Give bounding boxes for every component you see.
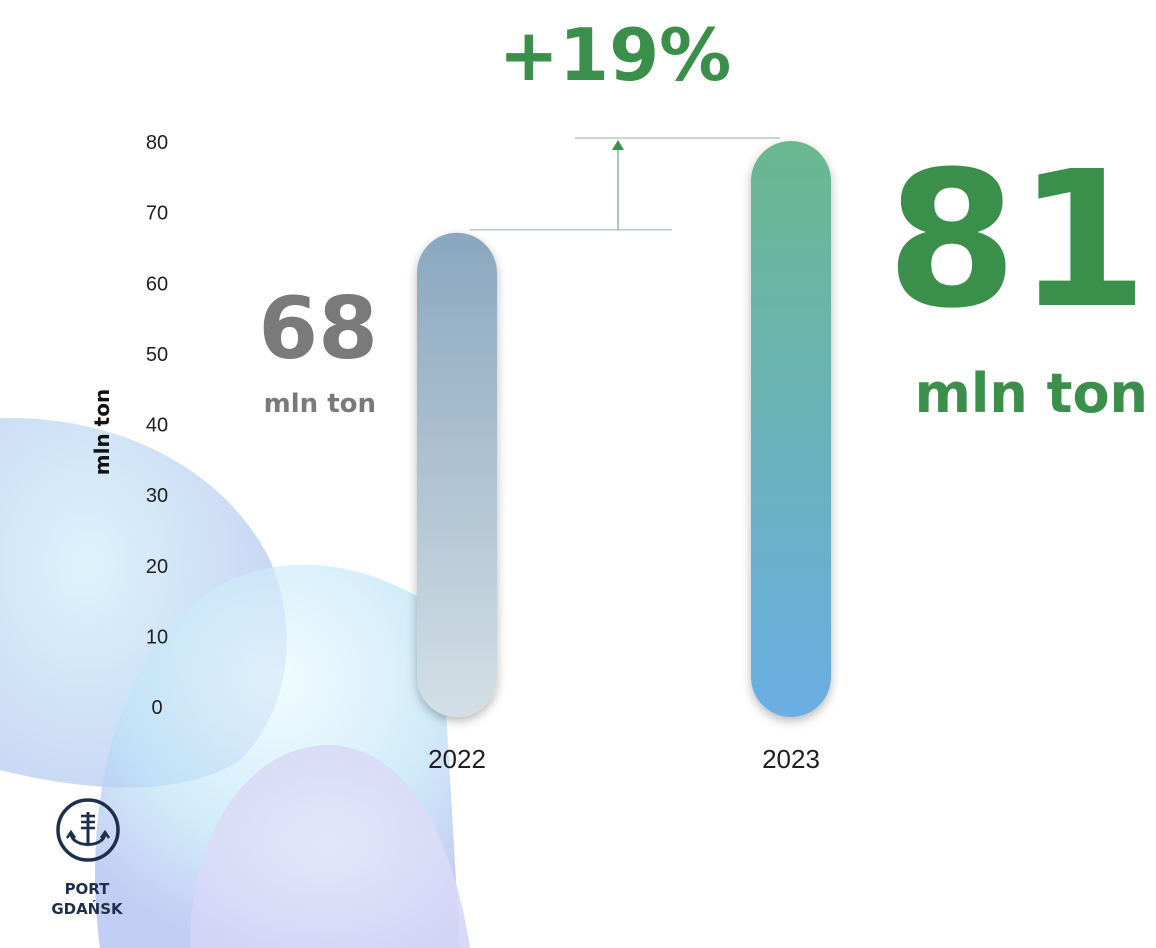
logo-text-port: PORT [65, 880, 111, 898]
x-tick-label: 2023 [762, 744, 820, 774]
data-label-2023-unit: mln ton [915, 362, 1148, 425]
port-gdansk-logo: PORT GDAŃSK [51, 798, 124, 918]
y-tick-label: 0 [151, 697, 162, 719]
y-axis-label: mln ton [90, 389, 114, 475]
data-label-2023-value: 81 [886, 131, 1148, 350]
change-percent-label: +19% [499, 13, 732, 97]
category-labels: 2022 2023 [428, 744, 820, 774]
bars-group [417, 140, 831, 717]
y-tick-label: 80 [146, 132, 168, 154]
bar-2023 [751, 140, 831, 717]
logo-text-gdansk: GDAŃSK [51, 899, 124, 918]
background-decoration [0, 417, 470, 948]
connector-arrow-head [612, 139, 624, 150]
bar-2022 [417, 232, 497, 717]
y-tick-label: 50 [146, 344, 168, 366]
y-tick-label: 70 [146, 203, 168, 225]
y-axis-ticks: 0 10 20 30 40 50 60 70 80 [146, 132, 168, 719]
y-tick-label: 60 [146, 273, 168, 295]
y-tick-label: 10 [146, 626, 168, 648]
y-tick-label: 30 [146, 485, 168, 507]
anchor-icon [56, 798, 120, 862]
data-label-2022-value: 68 [258, 279, 378, 379]
y-tick-label: 20 [146, 556, 168, 578]
y-tick-label: 40 [146, 415, 168, 437]
change-connector [470, 137, 780, 231]
data-label-2022-unit: mln ton [264, 389, 376, 419]
background-blob-bottom [190, 745, 470, 948]
x-tick-label: 2022 [428, 744, 486, 774]
